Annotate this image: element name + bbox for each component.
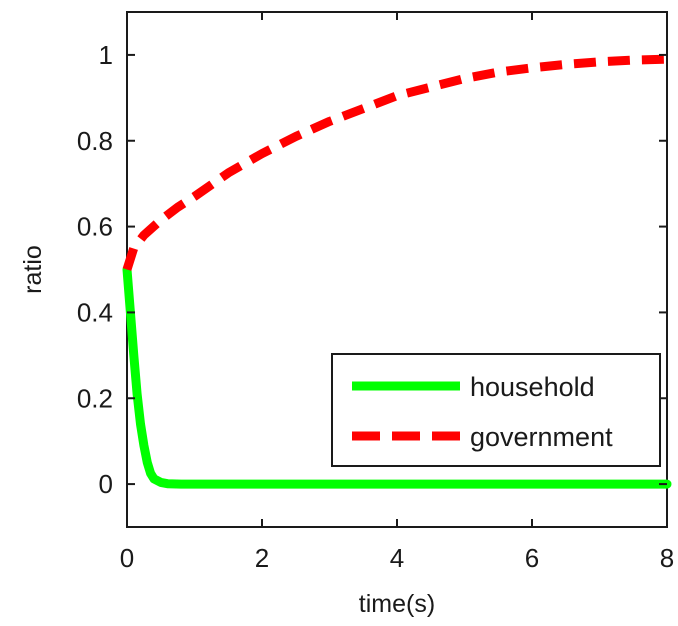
legend-box — [331, 353, 661, 467]
legend: household government — [331, 353, 661, 467]
y-axis-title: ratio — [19, 245, 47, 294]
series-line-government — [122, 54, 668, 271]
y-tick-label: 1 — [99, 40, 113, 70]
y-tick-label: 0.6 — [77, 212, 113, 242]
ticks-layer: 0 2 4 6 8 0 0.2 0.4 0.6 0.8 1 — [77, 12, 674, 573]
y-tick-label: 0.4 — [77, 297, 113, 327]
x-tick-label: 6 — [525, 543, 539, 573]
legend-label-government: government — [470, 422, 613, 452]
x-tick-label: 0 — [120, 543, 134, 573]
series-layer — [122, 54, 672, 489]
series-line-household — [122, 265, 672, 489]
y-tick-label: 0 — [99, 469, 113, 499]
y-tick-label: 0.8 — [77, 126, 113, 156]
legend-label-household: household — [470, 372, 595, 402]
x-tick-label: 8 — [660, 543, 674, 573]
plot-area: 0 2 4 6 8 0 0.2 0.4 0.6 0.8 1 — [77, 11, 674, 573]
y-tick-label: 0.2 — [77, 383, 113, 413]
x-tick-label: 2 — [255, 543, 269, 573]
x-axis-title: time(s) — [359, 590, 435, 618]
x-tick-label: 4 — [390, 543, 404, 573]
